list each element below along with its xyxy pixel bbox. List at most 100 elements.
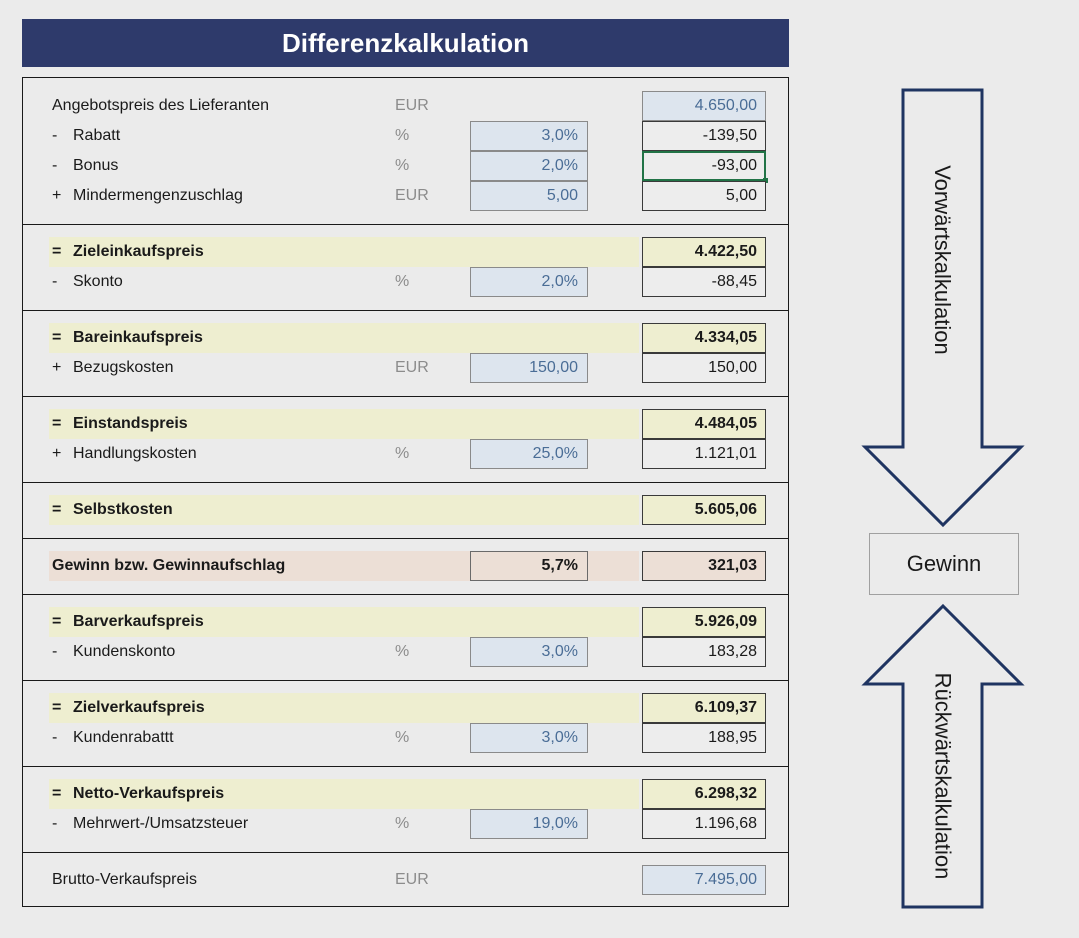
amount-cell[interactable]: 7.495,00 [642,865,766,895]
amount-cell[interactable]: 4.422,50 [642,237,766,267]
row-highlight [49,323,639,353]
amount-cell[interactable]: 4.334,05 [642,323,766,353]
operator: = [52,329,62,346]
calc-row: - Skonto% 2,0% -88,45 [23,267,788,297]
row-label: - Kundenrabattt [52,723,174,753]
amount-cell[interactable]: 183,28 [642,637,766,667]
amount-cell[interactable]: -88,45 [642,267,766,297]
calc-row: - Kundenskonto% 3,0% 183,28 [23,637,788,667]
calc-row: = Netto-Verkaufspreis 6.298,32 [23,779,788,809]
operator: - [52,729,58,746]
operator: = [52,415,62,432]
amount-cell[interactable]: 188,95 [642,723,766,753]
unit-label: EUR [395,359,429,376]
row-highlight [49,409,639,439]
row-highlight [49,779,639,809]
unit-label: % [395,273,410,290]
amount-cell[interactable]: 5.605,06 [642,495,766,525]
row-label: = Selbstkosten [52,495,173,525]
row-label: - Kundenskonto [52,637,175,667]
row-label-text: Mindermengenzuschlag [73,187,243,204]
rate-input-cell[interactable]: 3,0% [470,121,588,151]
calculation-sheet: Angebotspreis des Lieferanten EUR 4.650,00… [22,77,789,907]
row-label-text: Mehrwert-/Umsatzsteuer [73,815,249,832]
row-label-text: Brutto-Verkaufspreis [52,871,197,888]
row-label: = Zielverkaufspreis [52,693,205,723]
rate-input-cell[interactable]: 19,0% [470,809,588,839]
amount-cell[interactable]: 4.650,00 [642,91,766,121]
calc-row: - Mehrwert-/Umsatzsteuer% 19,0% 1.196,68 [23,809,788,839]
section-divider [23,396,788,397]
operator: + [52,359,62,376]
amount-cell[interactable]: 5,00 [642,181,766,211]
section-divider [23,310,788,311]
row-label-text: Kundenrabattt [73,729,174,746]
unit-label: % [395,815,410,832]
row-label-text: Selbstkosten [73,501,173,518]
row-label-text: Barverkaufspreis [73,613,204,630]
section-divider [23,766,788,767]
row-label-text: Bonus [73,157,119,174]
amount-cell[interactable]: 321,03 [642,551,766,581]
calc-row: + Mindermengenzuschlag EUR 5,00 5,00 [23,181,788,211]
unit-label: EUR [395,187,429,204]
row-label: - Skonto [52,267,123,297]
rate-input-cell[interactable]: 2,0% [470,151,588,181]
row-label-text: Netto-Verkaufspreis [73,785,225,802]
calc-row: - Bonus% 2,0% -93,00 [23,151,788,183]
row-label: Brutto-Verkaufspreis [52,865,197,895]
operator: - [52,815,58,832]
calc-row: = Selbstkosten 5.605,06 [23,495,788,525]
unit-label: % [395,127,410,144]
operator: + [52,187,62,204]
operator: = [52,501,62,518]
operator: = [52,699,62,716]
operator: + [52,445,62,462]
calc-row: Brutto-Verkaufspreis EUR 7.495,00 [23,865,788,895]
calc-row: + Handlungskosten% 25,0% 1.121,01 [23,439,788,469]
row-label-text: Zielverkaufspreis [73,699,205,716]
backward-calculation-label: Rückwärtskalkulation [929,672,955,880]
row-label: + Handlungskosten [52,439,197,469]
arrow-down-icon [861,88,1025,528]
amount-cell[interactable]: 150,00 [642,353,766,383]
calc-row: - Rabatt% 3,0% -139,50 [23,121,788,151]
amount-cell[interactable]: -139,50 [642,121,766,151]
row-label: = Barverkaufspreis [52,607,204,637]
rate-input-cell[interactable]: 5,7% [470,551,588,581]
amount-cell[interactable]: 1.121,01 [642,439,766,469]
row-label: - Rabatt [52,121,120,151]
row-label-text: Angebotspreis des Lieferanten [52,97,270,114]
row-label-text: Gewinn bzw. Gewinnaufschlag [52,557,286,574]
calc-row: = Einstandspreis 4.484,05 [23,409,788,439]
calc-row: = Bareinkaufspreis 4.334,05 [23,323,788,353]
row-highlight [49,495,639,525]
rate-input-cell[interactable]: 25,0% [470,439,588,469]
row-label: = Einstandspreis [52,409,188,439]
arrow-up-icon [861,603,1025,909]
amount-cell[interactable]: 6.109,37 [642,693,766,723]
calc-row: = Zieleinkaufspreis 4.422,50 [23,237,788,267]
operator: = [52,243,62,260]
section-divider [23,538,788,539]
amount-cell[interactable]: 6.298,32 [642,779,766,809]
amount-cell[interactable]: 4.484,05 [642,409,766,439]
rate-input-cell[interactable]: 3,0% [470,637,588,667]
operator: - [52,157,58,174]
amount-cell[interactable]: 1.196,68 [642,809,766,839]
operator: - [52,127,58,144]
row-label: + Mindermengenzuschlag [52,181,243,211]
unit-label: % [395,157,410,174]
amount-cell[interactable]: -93,00 [642,151,768,183]
row-label-text: Handlungskosten [73,445,197,462]
row-highlight [49,237,639,267]
rate-input-cell[interactable]: 3,0% [470,723,588,753]
row-label: + Bezugskosten [52,353,174,383]
rate-input-cell[interactable]: 150,00 [470,353,588,383]
profit-box: Gewinn [869,533,1019,595]
operator: - [52,273,58,290]
amount-cell[interactable]: 5.926,09 [642,607,766,637]
rate-input-cell[interactable]: 2,0% [470,267,588,297]
rate-input-cell[interactable]: 5,00 [470,181,588,211]
unit-label: % [395,445,410,462]
